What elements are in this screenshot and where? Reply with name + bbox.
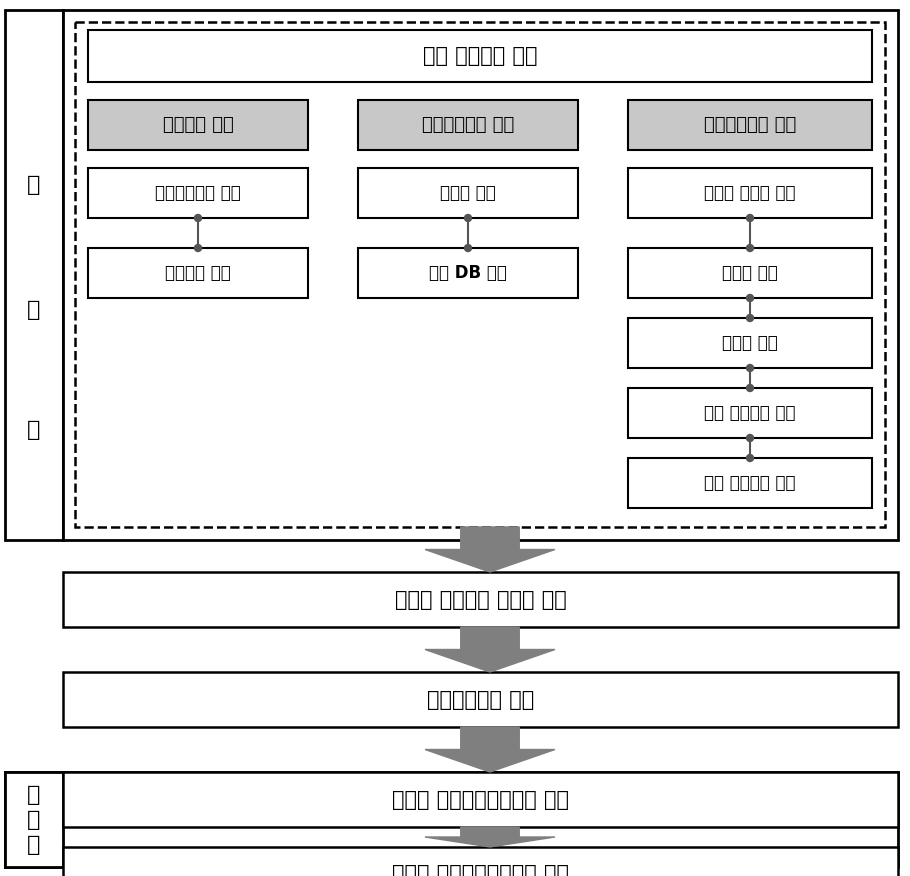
Polygon shape <box>425 527 555 572</box>
Circle shape <box>464 244 471 251</box>
Text: 전: 전 <box>27 175 41 195</box>
Circle shape <box>195 244 201 251</box>
Text: 처: 처 <box>27 810 41 830</box>
Bar <box>628 388 872 438</box>
Bar <box>63 572 898 627</box>
Circle shape <box>746 455 753 462</box>
Text: 모형 기상자료 산출: 모형 기상자료 산출 <box>704 404 795 422</box>
Bar <box>5 772 63 867</box>
Bar <box>75 22 885 527</box>
Text: 지형도 구축: 지형도 구축 <box>440 184 496 202</box>
Bar <box>63 10 898 540</box>
Bar <box>358 248 578 298</box>
Text: 모형 입력자료 구축: 모형 입력자료 구축 <box>423 46 537 66</box>
Text: 리: 리 <box>27 835 41 855</box>
Text: 격자 기상자료 생산: 격자 기상자료 생산 <box>704 474 795 492</box>
Circle shape <box>746 314 753 321</box>
Circle shape <box>464 215 471 222</box>
Polygon shape <box>425 727 555 772</box>
Bar <box>63 672 898 727</box>
Bar <box>88 30 872 82</box>
Polygon shape <box>425 627 555 672</box>
Circle shape <box>195 215 201 222</box>
Text: 원자료 실시간 구축: 원자료 실시간 구축 <box>704 184 795 202</box>
Bar <box>628 458 872 508</box>
Bar <box>63 772 898 827</box>
Text: 기상입력자료 구축: 기상입력자료 구축 <box>703 116 796 134</box>
Circle shape <box>746 294 753 301</box>
Text: 모의방법 설정: 모의방법 설정 <box>165 264 231 282</box>
Text: 지형입력자료 구축: 지형입력자료 구축 <box>422 116 514 134</box>
Bar <box>358 100 578 150</box>
Text: 현시점 지표수문기상정보 저장: 현시점 지표수문기상정보 저장 <box>392 789 569 809</box>
Bar <box>63 847 898 876</box>
Bar <box>88 100 308 150</box>
Text: 실시간 모형변수 초기값 산출: 실시간 모형변수 초기값 산출 <box>395 590 566 610</box>
Circle shape <box>746 385 753 392</box>
Text: 모의환경 설정: 모의환경 설정 <box>163 116 233 134</box>
Text: 지표해석모델 구동: 지표해석모델 구동 <box>427 689 534 710</box>
Text: 결측치 보정: 결측치 보정 <box>723 264 778 282</box>
Bar <box>5 10 63 540</box>
Bar <box>628 100 872 150</box>
Text: 리: 리 <box>27 420 41 440</box>
Circle shape <box>746 434 753 442</box>
Bar <box>5 772 898 867</box>
Circle shape <box>746 244 753 251</box>
Polygon shape <box>425 827 555 847</box>
Text: 후: 후 <box>27 785 41 805</box>
Bar <box>88 168 308 218</box>
Text: 이상치 보정: 이상치 보정 <box>723 334 778 352</box>
Text: 모의시간변수 설정: 모의시간변수 설정 <box>155 184 241 202</box>
Text: 지형 DB 구축: 지형 DB 구축 <box>429 264 507 282</box>
Bar <box>628 168 872 218</box>
Text: 처: 처 <box>27 300 41 320</box>
Bar <box>88 248 308 298</box>
Circle shape <box>746 215 753 222</box>
Circle shape <box>746 364 753 371</box>
Bar <box>628 248 872 298</box>
Text: 실시간 지표수문기상정보 표출: 실시간 지표수문기상정보 표출 <box>392 865 569 876</box>
Bar <box>358 168 578 218</box>
Bar <box>628 318 872 368</box>
